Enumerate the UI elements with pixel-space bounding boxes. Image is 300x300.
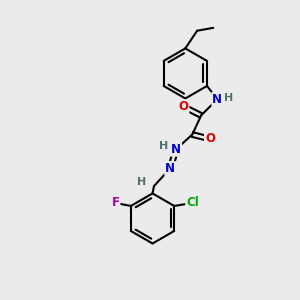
Text: N: N xyxy=(212,93,222,106)
Text: H: H xyxy=(159,141,168,151)
Text: H: H xyxy=(224,93,233,103)
Text: N: N xyxy=(171,143,181,156)
Text: O: O xyxy=(178,100,188,113)
Text: N: N xyxy=(165,162,175,175)
Text: F: F xyxy=(112,196,120,209)
Text: Cl: Cl xyxy=(186,196,199,209)
Text: O: O xyxy=(205,133,215,146)
Text: H: H xyxy=(137,177,146,187)
